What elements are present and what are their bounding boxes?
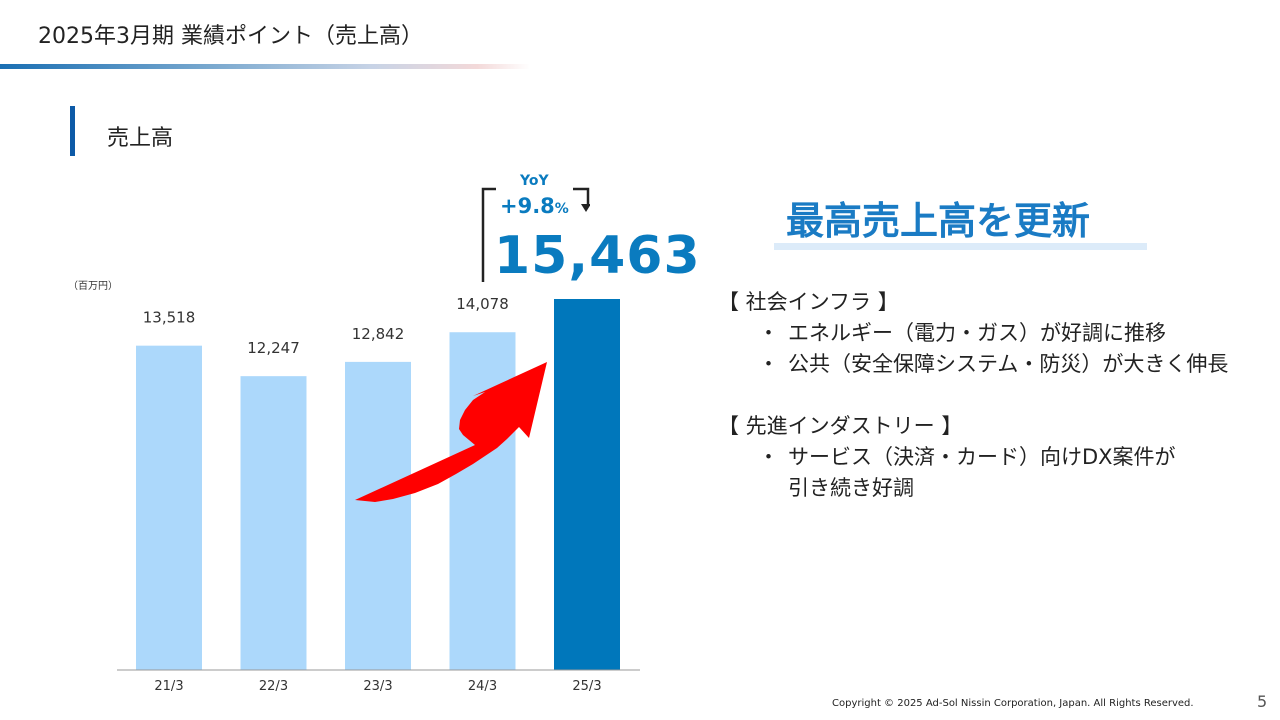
list-item-text: 公共（安全保障システム・防災）が大きく伸長 [788, 352, 1229, 376]
title-underline [0, 64, 530, 69]
headline: 最高売上高を更新 [786, 199, 1091, 243]
slide-title: 2025年3月期 業績ポイント（売上高） [38, 24, 423, 49]
headline-underline [774, 243, 1147, 250]
page-number: 5 [1257, 692, 1268, 711]
yoy-number: +9.8 [500, 194, 555, 218]
bullet: ・ [758, 321, 779, 345]
bar-25-3 [554, 299, 620, 670]
list-item: ・エネルギー（電力・ガス）が好調に推移 [718, 318, 1228, 349]
x-tick-label: 24/3 [468, 679, 497, 694]
bullet: ・ [758, 445, 779, 469]
list-item-text: エネルギー（電力・ガス）が好調に推移 [788, 321, 1166, 345]
highlight-bullets: 【 社会インフラ 】 ・エネルギー（電力・ガス）が好調に推移 ・公共（安全保障シ… [718, 287, 1228, 504]
bar-22-3 [240, 376, 307, 670]
x-tick-label: 22/3 [259, 679, 288, 694]
section-marker [70, 106, 75, 156]
bar-value-label: 12,842 [352, 325, 405, 343]
bar-21-3 [136, 345, 202, 670]
list-item: ・サービス（決済・カード）向けDX案件が [718, 442, 1228, 473]
list-item: ・公共（安全保障システム・防災）が大きく伸長 [718, 349, 1228, 380]
x-tick-label: 21/3 [154, 679, 183, 694]
revenue-bar-chart: （百万円） 13,518 21/3 12,247 22/3 12,842 23/3 14,0… [68, 280, 640, 694]
copyright: Copyright © 2025 Ad-Sol Nissin Corporati… [832, 698, 1194, 709]
section-title: 売上高 [107, 126, 174, 151]
bullet: ・ [758, 352, 779, 376]
category-social-infrastructure: 【 社会インフラ 】 [718, 290, 899, 314]
list-item-text: サービス（決済・カード）向けDX案件が [788, 445, 1176, 469]
chart-unit-label: （百万円） [68, 280, 118, 292]
growth-arrow [355, 362, 547, 502]
yoy-unit: % [554, 201, 569, 217]
yoy-bracket [481, 187, 590, 282]
x-tick-label: 23/3 [363, 679, 392, 694]
yoy-label: YoY [520, 173, 549, 189]
list-item-continuation: 引き続き好調 [788, 476, 914, 500]
bar-value-label: 13,518 [143, 309, 196, 327]
yoy-value: +9.8% [500, 194, 569, 218]
bar-value-label: 12,247 [247, 339, 300, 357]
bar-value-label: 14,078 [456, 295, 509, 313]
bar-23-3 [345, 361, 411, 670]
x-tick-label: 25/3 [572, 679, 601, 694]
highlight-value: 15,463 [494, 226, 701, 286]
category-advanced-industry: 【 先進インダストリー 】 [718, 414, 963, 438]
